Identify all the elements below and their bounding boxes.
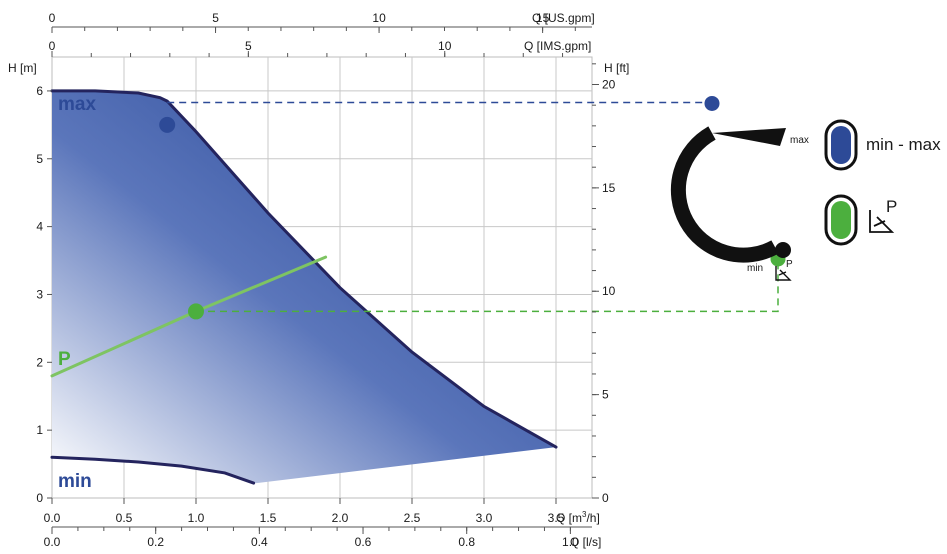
curve-min — [50, 455, 256, 485]
axis-label-usgpm: Q [US.gpm] — [532, 11, 595, 25]
tick-label-ft: 20 — [602, 77, 616, 91]
tick-label-m3h: 1.5 — [260, 511, 277, 525]
tick-label-m: 5 — [36, 152, 43, 166]
legend-swatch-min-max-fill — [831, 126, 851, 164]
p-point — [188, 303, 204, 320]
max-curve-label: max — [58, 94, 96, 115]
tick-label-usgpm: 5 — [212, 11, 219, 25]
p-curve-label: P — [58, 349, 71, 370]
dial-pressure-sup: P — [786, 259, 793, 270]
tick-label-ls: 0.8 — [458, 535, 475, 549]
tick-label-m3h: 0.5 — [116, 511, 133, 525]
tick-label-usgpm: 0 — [49, 11, 56, 25]
operating-region — [52, 90, 556, 484]
tick-label-m: 6 — [36, 84, 43, 98]
legend-item-pressure: P — [824, 194, 897, 246]
tick-label-m3h: 1.0 — [188, 511, 205, 525]
tick-label-m: 2 — [36, 355, 43, 369]
tick-label-ls: 0.0 — [44, 535, 61, 549]
tick-label-m: 0 — [36, 491, 43, 505]
dial-max-label: max — [790, 135, 809, 146]
tick-label-ls: 0.2 — [147, 535, 164, 549]
tick-label-ft: 15 — [602, 181, 616, 195]
axis-label-m3h-sup: 3 — [582, 510, 587, 519]
tick-label-m3h: 3.5 — [548, 511, 565, 525]
tick-label-m: 3 — [36, 287, 43, 301]
max-point — [159, 116, 176, 133]
dial-pressure-icon — [775, 266, 792, 281]
legend-pressure-sup: P — [886, 197, 897, 216]
tick-label-ls: 0.6 — [355, 535, 372, 549]
dial-arc — [670, 126, 779, 263]
tick-label-ft: 5 — [602, 388, 609, 402]
tick-label-m: 4 — [36, 220, 43, 234]
tick-label-imsgpm: 5 — [245, 39, 252, 53]
axis-label-h-ft: H [ft] — [604, 61, 629, 75]
pressure-icon — [869, 210, 895, 233]
legend-swatch-pressure-fill — [831, 201, 851, 239]
legend-label-min-max: min - max — [866, 135, 941, 154]
axis-label-h-m: H [m] — [8, 61, 37, 75]
axis-label-m3h-suffix: /h] — [586, 511, 599, 525]
tick-label-ls: 1.0 — [562, 535, 579, 549]
tick-label-m3h: 2.5 — [404, 511, 421, 525]
tick-label-imsgpm: 0 — [49, 39, 56, 53]
dial-arc-taper — [712, 128, 786, 146]
tick-label-m3h: 0.0 — [44, 511, 61, 525]
legend: min - max P — [824, 119, 941, 246]
dial-max-marker — [704, 95, 720, 111]
min-curve-label: min — [58, 471, 92, 492]
tick-label-ft: 0 — [602, 491, 609, 505]
axis-label-m3h-prefix: Q [m — [556, 511, 582, 525]
p-guide-line — [196, 262, 779, 313]
tick-label-ls: 0.4 — [251, 535, 268, 549]
tick-label-ft: 10 — [602, 284, 616, 298]
legend-item-min-max: min - max — [824, 119, 941, 171]
axis-label-ls: Q [l/s] — [570, 535, 601, 549]
guides — [167, 101, 779, 313]
dial-min-label: min — [747, 263, 763, 274]
tick-label-usgpm: 10 — [372, 11, 386, 25]
tick-label-imsgpm: 10 — [438, 39, 452, 53]
axis-label-imsgpm: Q [IMS.gpm] — [524, 39, 591, 53]
control-dial: max min P — [670, 126, 809, 281]
operating-area — [52, 90, 556, 484]
tick-label-m3h: 3.0 — [476, 511, 493, 525]
dial-end-knob — [775, 242, 791, 258]
ticks: 0.0 0.5 1.0 1.5 2.0 2.5 3.0 3.5 0.0 0.2 0.4 0.6 0.8 1… — [36, 11, 615, 549]
curve-max — [50, 89, 558, 449]
tick-label-m: 1 — [36, 423, 43, 437]
tick-label-usgpm: 15 — [536, 11, 550, 25]
axis-label-m3h: Q [m3/h] — [556, 510, 600, 525]
tick-label-m3h: 2.0 — [332, 511, 349, 525]
